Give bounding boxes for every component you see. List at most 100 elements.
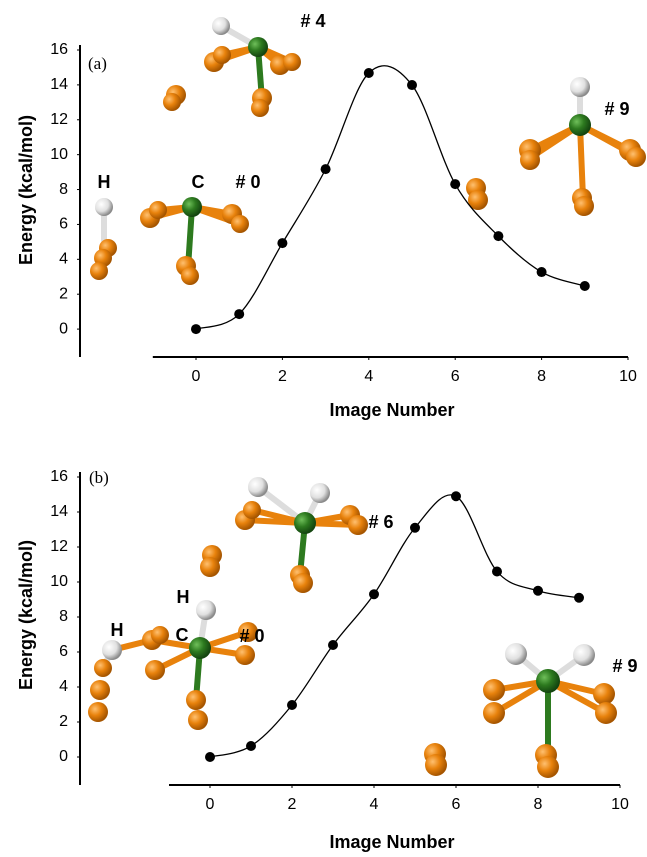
atom	[626, 147, 646, 167]
data-point	[533, 586, 543, 596]
atom	[593, 683, 615, 705]
y-tick-label: 10	[50, 146, 68, 163]
annotation: # 9	[604, 99, 629, 119]
data-point	[205, 752, 215, 762]
data-point	[191, 324, 201, 334]
y-tick-label: 2	[59, 285, 68, 302]
atom	[595, 702, 617, 724]
data-point	[407, 80, 417, 90]
y-tick-label: 14	[50, 503, 68, 520]
atom	[283, 53, 301, 71]
data-point	[450, 179, 460, 189]
atom	[425, 754, 447, 776]
y-axis-title: Energy (kcal/mol)	[16, 115, 36, 265]
figure: 0 2 4 6 8 10 12 14 16 0 2 4 6 8 10 Image Number Energy (…	[0, 0, 647, 857]
atom	[293, 573, 313, 593]
y-tick-label: 12	[50, 111, 68, 128]
data-point	[451, 491, 461, 501]
atom	[569, 114, 591, 136]
y-tick-label: 16	[50, 41, 68, 58]
x-tick-label: 6	[451, 368, 460, 385]
atom	[181, 267, 199, 285]
atom	[200, 557, 220, 577]
data-point	[364, 68, 374, 78]
data-point	[537, 267, 547, 277]
data-point	[246, 741, 256, 751]
y-tick-label: 10	[50, 573, 68, 590]
atom	[248, 37, 268, 57]
atom	[145, 660, 165, 680]
data-point	[328, 640, 338, 650]
x-tick-label: 8	[534, 796, 543, 813]
x-tick-label: 0	[206, 796, 215, 813]
x-axis-title: Image Number	[329, 400, 454, 420]
y-tick-label: 4	[59, 251, 68, 268]
atom	[186, 690, 206, 710]
y-axis-title: Energy (kcal/mol)	[16, 540, 36, 690]
data-point	[277, 238, 287, 248]
atom	[570, 77, 590, 97]
y-tick-label: 12	[50, 538, 68, 555]
data-point	[321, 164, 331, 174]
y-tick-label: 6	[59, 216, 68, 233]
annotation: H	[111, 620, 124, 640]
data-point	[410, 523, 420, 533]
annotation: C	[176, 625, 189, 645]
atom	[213, 46, 231, 64]
x-tick-label: 8	[537, 368, 546, 385]
atom	[102, 640, 122, 660]
x-tick-label: 2	[278, 368, 287, 385]
atom	[94, 659, 112, 677]
data-point	[574, 593, 584, 603]
atom	[574, 196, 594, 216]
atom	[212, 17, 230, 35]
atom	[348, 515, 368, 535]
atom	[196, 600, 216, 620]
data-point	[492, 567, 502, 577]
atom	[90, 262, 108, 280]
annotation: # 4	[300, 11, 325, 31]
data-point	[369, 589, 379, 599]
atom	[88, 702, 108, 722]
atom	[248, 477, 268, 497]
x-tick-label: 10	[619, 368, 637, 385]
atom	[536, 669, 560, 693]
annotation: (b)	[89, 468, 109, 487]
y-tick-label: 2	[59, 713, 68, 730]
atom	[163, 93, 181, 111]
x-tick-label: 10	[611, 796, 629, 813]
annotation: # 6	[368, 512, 393, 532]
atom	[251, 99, 269, 117]
atom	[294, 512, 316, 534]
atom	[188, 710, 208, 730]
atom	[151, 626, 169, 644]
x-tick-label: 0	[192, 368, 201, 385]
x-tick-label: 6	[452, 796, 461, 813]
x-tick-label: 2	[288, 796, 297, 813]
y-tick-label: 4	[59, 678, 68, 695]
atom	[90, 680, 110, 700]
x-tick-label: 4	[370, 796, 379, 813]
atom	[189, 637, 211, 659]
annotation: (a)	[88, 54, 107, 73]
y-tick-label: 16	[50, 468, 68, 485]
x-tick-label: 4	[364, 368, 373, 385]
atom	[149, 201, 167, 219]
energy-curve	[210, 495, 579, 757]
data-point	[580, 281, 590, 291]
atom	[483, 679, 505, 701]
annotation: # 0	[235, 172, 260, 192]
data-point	[234, 309, 244, 319]
data-point	[287, 700, 297, 710]
atom	[310, 483, 330, 503]
atom	[573, 644, 595, 666]
atom	[235, 645, 255, 665]
atom	[537, 756, 559, 778]
atom	[243, 501, 261, 519]
atom	[505, 643, 527, 665]
annotation: H	[98, 172, 111, 192]
annotation: H	[177, 587, 190, 607]
y-tick-label: 0	[59, 320, 68, 337]
annotation: # 9	[612, 656, 637, 676]
annotation: # 0	[239, 626, 264, 646]
